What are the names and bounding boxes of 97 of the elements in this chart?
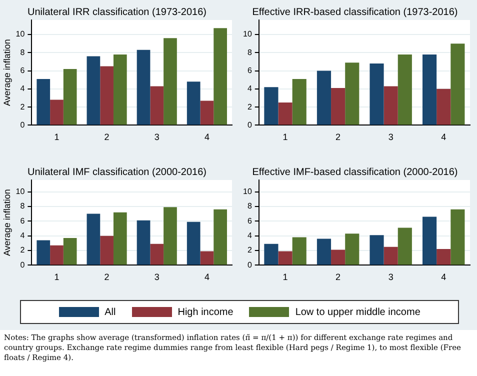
- bar: [345, 234, 360, 265]
- x-tick-label: 1: [54, 272, 60, 282]
- bar: [345, 62, 360, 125]
- y-tick-label: 4: [247, 231, 252, 240]
- bar: [450, 209, 465, 265]
- x-tick-label: 3: [388, 132, 394, 142]
- bar: [50, 100, 64, 125]
- y-tick-label: 2: [20, 102, 26, 112]
- x-tick-label: 3: [388, 272, 394, 282]
- x-tick-label: 4: [441, 132, 446, 142]
- y-tick-label: 0: [20, 120, 26, 130]
- y-tick-label: 6: [247, 66, 252, 75]
- bar: [398, 54, 412, 125]
- x-tick-label: 2: [336, 132, 341, 142]
- y-axis-title: Average inflation: [2, 39, 12, 106]
- y-tick-label: 4: [20, 84, 26, 94]
- bar: [292, 78, 306, 125]
- x-tick-label: 1: [54, 132, 60, 142]
- bar: [136, 50, 150, 125]
- y-tick-label: 10: [242, 186, 252, 196]
- bar: [316, 70, 332, 125]
- bar: [164, 38, 177, 125]
- bar: [436, 249, 451, 265]
- bar: [113, 54, 127, 125]
- chart-title: Effective IRR-based classification (1973-2016): [252, 6, 458, 18]
- bar: [86, 56, 100, 125]
- bar: [331, 250, 346, 265]
- bar: [398, 228, 412, 265]
- bar: [264, 87, 278, 125]
- bar: [370, 64, 384, 125]
- chart-title: Effective IMF-based classification (2000-2016): [252, 166, 458, 178]
- bar: [186, 82, 200, 125]
- bar: [164, 207, 177, 265]
- x-tick-label: 3: [154, 272, 160, 282]
- x-tick-label: 4: [204, 132, 210, 142]
- y-tick-label: 4: [20, 231, 26, 240]
- bar: [100, 66, 114, 125]
- chart-title: Unilateral IRR classification (1973-2016): [28, 6, 206, 18]
- bar: [292, 237, 306, 265]
- bar: [86, 214, 100, 265]
- bar: [113, 212, 127, 265]
- y-tick-label: 8: [20, 202, 26, 211]
- y-tick-label: 8: [20, 48, 26, 57]
- bar: [278, 251, 292, 265]
- bar: [422, 216, 437, 265]
- y-axis-title: Average inflation: [2, 189, 12, 256]
- bar: [384, 86, 398, 125]
- y-tick-label: 8: [247, 48, 252, 57]
- bar: [384, 246, 398, 265]
- y-tick-label: 4: [247, 84, 252, 94]
- bar: [186, 222, 200, 265]
- bar: [63, 238, 77, 265]
- bar: [150, 86, 164, 125]
- bar: [100, 236, 114, 265]
- bar: [36, 78, 50, 125]
- x-tick-label: 2: [104, 132, 110, 142]
- y-tick-label: 10: [242, 30, 252, 39]
- legend-label: High income: [178, 306, 234, 318]
- bar: [150, 244, 164, 265]
- bar: [214, 28, 227, 125]
- x-tick-label: 4: [204, 272, 210, 282]
- bar: [422, 54, 437, 125]
- x-tick-label: 3: [154, 132, 160, 142]
- y-tick-label: 8: [247, 202, 252, 211]
- y-tick-label: 0: [247, 120, 252, 130]
- x-tick-label: 1: [282, 272, 288, 282]
- y-tick-label: 6: [247, 216, 252, 226]
- bar: [50, 245, 64, 265]
- x-tick-label: 2: [336, 272, 341, 282]
- legend-label: All: [104, 306, 116, 318]
- y-tick-label: 0: [247, 260, 252, 270]
- bar: [450, 44, 465, 125]
- y-tick-label: 2: [20, 246, 26, 255]
- bar: [370, 235, 384, 265]
- bar: [278, 102, 292, 125]
- bar: [63, 68, 77, 125]
- y-tick-label: 2: [247, 102, 252, 112]
- y-tick-label: 10: [16, 186, 26, 196]
- bar: [316, 238, 332, 265]
- bar: [36, 240, 50, 265]
- x-tick-label: 4: [441, 272, 446, 282]
- bar: [136, 220, 150, 265]
- y-tick-label: 0: [20, 260, 26, 270]
- bar: [200, 100, 214, 125]
- y-tick-label: 6: [20, 66, 26, 75]
- y-tick-label: 2: [247, 246, 252, 255]
- bar: [200, 251, 214, 265]
- y-tick-label: 6: [20, 216, 26, 226]
- y-tick-label: 10: [16, 30, 26, 39]
- bar: [214, 209, 227, 265]
- legend-label: Low to upper middle income: [295, 306, 420, 318]
- x-tick-label: 2: [104, 272, 110, 282]
- chart-title: Unilateral IMF classification (2000-2016): [28, 166, 206, 178]
- bar: [264, 244, 278, 265]
- x-tick-label: 1: [282, 132, 288, 142]
- bar: [436, 88, 451, 125]
- bar: [331, 88, 346, 125]
